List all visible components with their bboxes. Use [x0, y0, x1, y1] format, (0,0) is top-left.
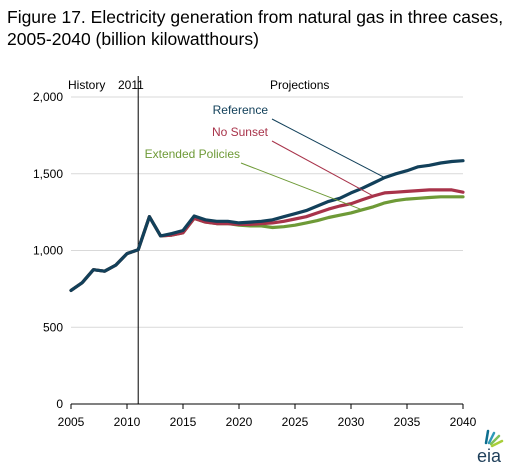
- y-tick-label: 0: [56, 397, 63, 411]
- logo-text: eia: [477, 446, 502, 466]
- divider-year-label: 2011: [118, 78, 144, 92]
- logo-ray-1: [487, 431, 496, 445]
- leader-line-reference: [271, 118, 385, 179]
- chart-title: Figure 17. Electricity generation from n…: [7, 7, 504, 49]
- logo-ray-0: [484, 429, 490, 445]
- axes: [70, 76, 464, 409]
- projections-label: Projections: [270, 78, 329, 92]
- series-line-extended-policies: [69, 195, 465, 292]
- tick-labels: 0 500 1,000 1,500 2,000 2005 2010 2015 2020 2025 2…: [33, 90, 477, 429]
- eia-logo: eia: [477, 429, 504, 466]
- x-tick-label: 2035: [394, 415, 421, 429]
- x-tick-label: 2020: [226, 415, 253, 429]
- leader-line-no-sunset: [271, 140, 374, 197]
- series-line-no-sunset: [69, 188, 465, 292]
- legend-callouts: Reference No Sunset Extended Policies: [145, 103, 385, 211]
- y-tick-label: 500: [43, 320, 63, 334]
- x-tick-label: 2010: [114, 415, 141, 429]
- y-tick-label: 1,500: [33, 167, 63, 181]
- legend-label-reference: Reference: [213, 103, 269, 117]
- series-layer: [69, 159, 465, 292]
- series-line-reference: [69, 159, 465, 292]
- y-tick-label: 2,000: [33, 90, 63, 104]
- x-tick-label: 2025: [282, 415, 309, 429]
- x-tick-label: 2040: [450, 415, 477, 429]
- history-label: History: [68, 78, 105, 92]
- x-tick-label: 2030: [338, 415, 365, 429]
- legend-label-no-sunset: No Sunset: [212, 125, 269, 139]
- annotations: History 2011 Projections: [68, 78, 329, 92]
- y-tick-label: 1,000: [33, 244, 63, 258]
- logo-ray-2: [489, 434, 501, 446]
- x-tick-label: 2015: [170, 415, 197, 429]
- x-tick-label: 2005: [58, 415, 85, 429]
- logo-ray-3: [490, 439, 504, 448]
- leader-line-extended-policies: [240, 162, 363, 211]
- legend-label-extended-policies: Extended Policies: [145, 147, 240, 161]
